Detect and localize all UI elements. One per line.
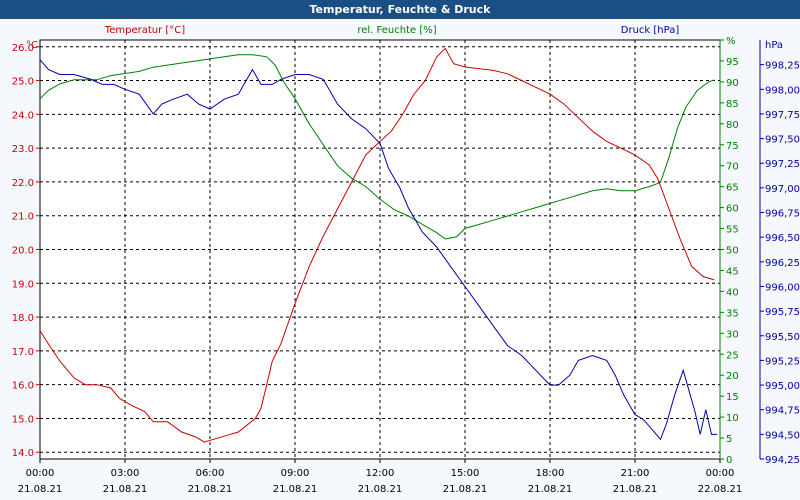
humidity-tick-label: 20 [726, 371, 739, 382]
temperature-tick-label: 18.0 [12, 313, 34, 324]
time-tick-label: 12:00 [366, 468, 395, 479]
humidity-tick-label: 45 [726, 266, 739, 277]
pressure-tick-label: 994,75 [765, 406, 800, 417]
pressure-tick-label: 994,25 [765, 455, 800, 466]
temperature-tick-label: 16.0 [12, 381, 34, 392]
pressure-tick-label: 995,00 [765, 381, 800, 392]
pressure-tick-label: 997,75 [765, 110, 800, 121]
date-tick-label: 21.08.21 [528, 484, 573, 495]
temperature-tick-label: 17.0 [12, 347, 34, 358]
series-line-temperature [39, 47, 715, 443]
time-tick-label: 18:00 [536, 468, 565, 479]
date-tick-label: 21.08.21 [188, 484, 233, 495]
humidity-tick-label: 60 [726, 204, 739, 215]
humidity-tick-label: 10 [726, 413, 739, 424]
legend-entry: rel. Feuchte [%] [357, 25, 436, 36]
series-line-humidity [39, 54, 715, 240]
humidity-tick-label: 15 [726, 392, 739, 403]
time-tick-label: 21:00 [621, 468, 650, 479]
temperature-tick-label: 21.0 [12, 212, 34, 223]
humidity-tick-label: 50 [726, 246, 739, 257]
humidity-tick-label: 40 [726, 287, 739, 298]
time-tick-label: 00:00 [706, 468, 735, 479]
pressure-tick-label: 996,00 [765, 282, 800, 293]
legend-entry: Temperatur [°C] [104, 25, 185, 36]
humidity-tick-label: 35 [726, 308, 739, 319]
pressure-tick-label: 998,25 [765, 61, 800, 72]
temperature-tick-label: 20.0 [12, 246, 34, 257]
humidity-tick-label: 30 [726, 329, 739, 340]
humidity-tick-label: 80 [726, 120, 739, 131]
chart-area: 26.0 25.0 24.0 23.0 22.0 21.0 20.0 19.0 18.0 17.0… [12, 25, 800, 495]
time-tick-label: 09:00 [281, 468, 310, 479]
humidity-tick-label: 70 [726, 162, 739, 173]
date-tick-label: 21.08.21 [18, 484, 63, 495]
pressure-tick-label: 996,25 [765, 258, 800, 269]
temperature-tick-label: 25.0 [12, 77, 34, 88]
humidity-tick-label: 55 [726, 225, 739, 236]
legend: Temperatur [°C] rel. Feuchte [%] Druck [hP… [104, 25, 680, 36]
humidity-tick-label: 95 [726, 57, 739, 68]
humidity-tick-label: 5 [726, 434, 732, 445]
temperature-tick-label: 19.0 [12, 279, 34, 290]
date-tick-label: 21.08.21 [443, 484, 488, 495]
pressure-tick-label: 998,00 [765, 85, 800, 96]
pressure-tick-label: 995,50 [765, 332, 800, 343]
date-tick-label: 21.08.21 [103, 484, 148, 495]
time-tick-label: 03:00 [111, 468, 140, 479]
temperature-unit: °C [26, 40, 38, 51]
time-axis: 00:00 21.08.21 03:00 21.08.21 06:00 21.08.21 0… [18, 459, 743, 495]
pressure-tick-label: 997,25 [765, 159, 800, 170]
pressure-tick-label: 994,50 [765, 430, 800, 441]
temperature-tick-label: 15.0 [12, 414, 34, 425]
grid [40, 40, 720, 459]
pressure-tick-label: 997,50 [765, 135, 800, 146]
time-tick-label: 06:00 [196, 468, 225, 479]
humidity-tick-label: 85 [726, 99, 739, 110]
humidity-tick-label: 75 [726, 141, 739, 152]
humidity-tick-label: 0 [726, 455, 732, 466]
pressure-tick-label: 996,75 [765, 209, 800, 220]
time-tick-label: 00:00 [26, 468, 55, 479]
time-tick-label: 15:00 [451, 468, 480, 479]
temperature-tick-label: 23.0 [12, 144, 34, 155]
series-layer [39, 47, 718, 443]
temperature-tick-label: 26.0 [12, 43, 34, 54]
series-line-pressure [39, 59, 718, 441]
date-tick-label: 21.08.21 [358, 484, 403, 495]
legend-entry: Druck [hPa] [621, 25, 680, 36]
chart-title: Temperatur, Feuchte & Druck [0, 0, 800, 19]
humidity-tick-label: % [726, 36, 736, 47]
pressure-tick-label: 996,50 [765, 233, 800, 244]
humidity-tick-label: 25 [726, 350, 739, 361]
pressure-unit: hPa [765, 40, 783, 51]
temperature-axis: 26.0 25.0 24.0 23.0 22.0 21.0 20.0 19.0 18.0 17.0… [12, 40, 40, 459]
date-tick-label: 21.08.21 [273, 484, 318, 495]
pressure-axis: 998,25 998,00 997,75 997,50 997,25 997,00 996,… [759, 40, 800, 466]
humidity-tick-label: 65 [726, 183, 739, 194]
pressure-tick-label: 995,25 [765, 356, 800, 367]
humidity-tick-label: 90 [726, 78, 739, 89]
pressure-tick-label: 997,00 [765, 184, 800, 195]
temperature-tick-label: 24.0 [12, 110, 34, 121]
date-tick-label: 22.08.21 [698, 484, 743, 495]
date-tick-label: 21.08.21 [613, 484, 658, 495]
pressure-tick-label: 995,75 [765, 307, 800, 318]
temperature-tick-label: 14.0 [12, 448, 34, 459]
temperature-tick-label: 22.0 [12, 178, 34, 189]
